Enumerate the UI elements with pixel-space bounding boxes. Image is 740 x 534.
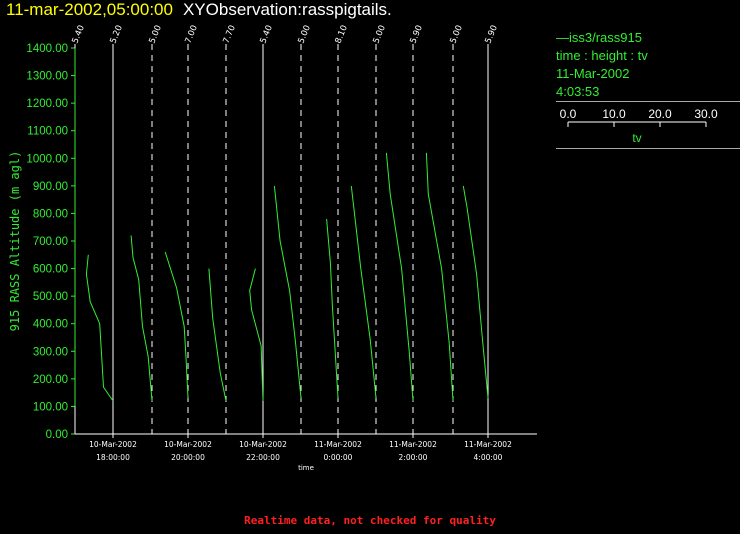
tv-label: 5.00 <box>372 24 388 45</box>
tv-label: 5.00 <box>297 24 313 45</box>
x-tick-date: 11-Mar-2002 <box>389 440 437 449</box>
profile-line <box>273 185 302 399</box>
x-tick-date: 10-Mar-2002 <box>89 440 137 449</box>
legend-time: 4:03:53 <box>556 84 600 99</box>
profile-line <box>130 235 153 401</box>
y-tick-label: 1200.00 <box>26 98 68 110</box>
scale-tick-label: 0.0 <box>560 107 577 121</box>
tv-label: 5.00 <box>449 24 465 45</box>
title-timestamp: 11-mar-2002,05:00:00 <box>6 0 173 19</box>
profiles-group <box>74 48 489 407</box>
y-tick-label: 300.00 <box>33 346 68 358</box>
legend-line-swatch: — <box>556 30 569 45</box>
y-tick-label: 0.00 <box>46 429 68 441</box>
x-tick-time: 22:00:00 <box>246 453 280 462</box>
legend-scale: 0.0 10.0 20.0 30.0 tv <box>556 102 740 148</box>
x-tick-time: 0:00:00 <box>324 453 353 462</box>
profile-line <box>208 268 227 402</box>
legend-fields: time : height : tv <box>556 48 648 63</box>
y-tick-label: 400.00 <box>33 319 68 331</box>
profile-line <box>85 254 114 402</box>
profile-line <box>249 268 264 401</box>
profile-line <box>385 152 414 401</box>
y-tick-label: 1400.00 <box>26 43 68 55</box>
reference-lines-group <box>74 44 489 434</box>
scale-tick-label: 10.0 <box>602 107 626 121</box>
x-axis-label: time <box>298 464 314 472</box>
profile-line <box>462 185 489 399</box>
tv-label: 5.20 <box>109 24 125 45</box>
y-tick-label: 600.00 <box>33 264 68 276</box>
y-tick-label: 100.00 <box>33 401 68 413</box>
axes-group: 0.00 100.00 200.00 300.00 400.00 500.00 600.00… <box>8 43 537 472</box>
x-tick-time: 4:00:00 <box>474 453 503 462</box>
y-tick-label: 700.00 <box>33 236 68 248</box>
legend-series: —iss3/rass915 <box>556 29 740 47</box>
legend-divider-bottom <box>556 148 740 149</box>
legend-date: 11-Mar-2002 <box>556 66 630 81</box>
legend-divider <box>556 101 740 102</box>
profile-line <box>326 218 339 399</box>
tv-label: 5.00 <box>148 24 164 45</box>
scale-label: tv <box>632 131 641 145</box>
y-tick-label: 200.00 <box>33 374 68 386</box>
x-tick-date: 11-Mar-2002 <box>464 440 512 449</box>
tv-label: 5.40 <box>259 24 275 45</box>
x-tick-date: 10-Mar-2002 <box>239 440 287 449</box>
tv-label: 5.90 <box>409 24 425 45</box>
y-tick-label: 1100.00 <box>27 126 68 138</box>
x-tick-time: 2:00:00 <box>399 453 428 462</box>
profile-line <box>350 185 377 399</box>
quality-warning: Realtime data, not checked for quality <box>244 514 496 527</box>
tv-label: 5.40 <box>71 24 87 45</box>
x-tick-time: 18:00:00 <box>96 453 130 462</box>
x-tick-date: 11-Mar-2002 <box>314 440 362 449</box>
tv-label: 5.90 <box>484 24 500 45</box>
scale-tick-label: 20.0 <box>648 107 672 121</box>
title-observation-name: XYObservation:rasspigtails. <box>182 0 392 19</box>
y-tick-label: 900.00 <box>33 181 68 193</box>
tv-label: 8.10 <box>334 24 350 45</box>
labels-group: 5.40 5.20 5.00 7.00 7.70 5.40 5.00 8.10 5.00 5.90… <box>71 24 500 45</box>
y-tick-label: 800.00 <box>33 208 68 220</box>
legend-series-name: iss3/rass915 <box>569 30 642 45</box>
profile-line <box>164 251 189 399</box>
tv-label: 7.70 <box>222 24 238 45</box>
y-tick-label: 1300.00 <box>26 71 68 83</box>
scale-tick-label: 30.0 <box>694 107 718 121</box>
x-tick-time: 20:00:00 <box>171 453 205 462</box>
profile-line <box>425 152 454 401</box>
y-axis-label: 915 RASS Altitude (m agl) <box>8 151 22 332</box>
x-tick-date: 10-Mar-2002 <box>164 440 212 449</box>
y-tick-label: 500.00 <box>33 291 68 303</box>
chart-title: 11-mar-2002,05:00:00 XYObservation:rasspi… <box>6 0 392 20</box>
y-tick-label: 1000.00 <box>26 153 68 165</box>
legend: —iss3/rass915 time : height : tv 11-Mar-… <box>556 29 740 149</box>
legend-scale-axis: 0.0 10.0 20.0 30.0 tv <box>560 107 718 145</box>
tv-label: 7.00 <box>184 24 200 45</box>
